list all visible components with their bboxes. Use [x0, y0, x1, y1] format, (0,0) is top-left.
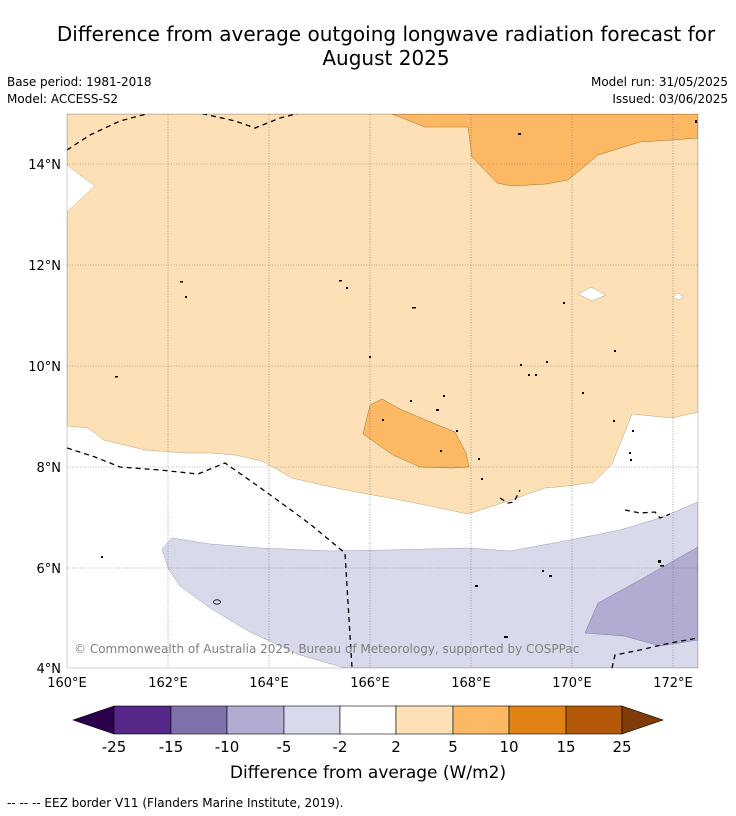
- eez-border-east: [611, 637, 698, 668]
- eez-border-west: [67, 447, 353, 668]
- meta-left: Base period: 1981-2018 Model: ACCESS-S2: [7, 74, 152, 108]
- colorbar-low-extension: [72, 705, 115, 735]
- meta-right: Model run: 31/05/2025 Issued: 03/06/2025: [591, 74, 728, 108]
- neutral-blob-2: [672, 292, 685, 301]
- lon-label: 172°E: [653, 676, 693, 691]
- colorbar-tick: 5: [448, 738, 458, 756]
- base-period: Base period: 1981-2018: [7, 75, 152, 89]
- eez-border-south: [499, 489, 521, 504]
- lon-label: 160°E: [47, 676, 87, 691]
- colorbar-title: Difference from average (W/m2): [230, 763, 506, 783]
- chart-title: Difference from average outgoing longwav…: [0, 22, 736, 70]
- colorbar-bin: [565, 705, 623, 735]
- colorbar-tick: -2: [333, 738, 348, 756]
- lon-label: 162°E: [148, 676, 188, 691]
- region-minus5-to-minus10: [584, 546, 698, 647]
- title-line-2: August 2025: [322, 46, 450, 70]
- colorbar-high-extension: [621, 705, 664, 735]
- colorbar-tick: -15: [159, 738, 184, 756]
- colorbar-tick: -25: [102, 738, 127, 756]
- colorbar-bin: [226, 705, 285, 735]
- region-5-to-10-center: [362, 398, 470, 469]
- colorbar-bin: [339, 705, 397, 735]
- lat-label: 6°N: [37, 562, 62, 577]
- colorbar-bin: [508, 705, 567, 735]
- issued-date: Issued: 03/06/2025: [612, 92, 728, 106]
- copyright-text: © Commonwealth of Australia 2025, Bureau…: [74, 642, 579, 656]
- region-5-to-10-north: [391, 114, 698, 187]
- colorbar-tick: -5: [277, 738, 292, 756]
- lon-label: 168°E: [451, 676, 491, 691]
- neutral-blob-1: [577, 286, 607, 302]
- colorbar-bin: [452, 705, 510, 735]
- islands: [101, 120, 697, 638]
- lat-labels: 14°N 12°N 10°N 8°N 6°N 4°N: [28, 158, 61, 677]
- model-name: Model: ACCESS-S2: [7, 92, 119, 106]
- lat-label: 10°N: [28, 360, 61, 375]
- colorbar-tick: 2: [391, 738, 401, 756]
- region-minus2-to-minus5: [161, 501, 698, 668]
- map-frame: [66, 113, 699, 669]
- lat-label: 8°N: [37, 461, 62, 476]
- lat-label: 12°N: [28, 259, 61, 274]
- colorbar: [72, 705, 664, 735]
- colorbar-tick: 15: [556, 738, 575, 756]
- colorbar-tick: 10: [499, 738, 518, 756]
- lat-label: 14°N: [28, 158, 61, 173]
- colorbar-bin: [283, 705, 341, 735]
- lon-labels: 160°E 162°E 164°E 166°E 168°E 170°E 172°…: [47, 676, 693, 691]
- eez-borders: [67, 114, 698, 668]
- region-2-to-5: [67, 114, 698, 515]
- lat-label: 4°N: [37, 662, 62, 677]
- map-area: © Commonwealth of Australia 2025, Bureau…: [67, 114, 698, 668]
- colorbar-tick: 25: [612, 738, 631, 756]
- eez-border-fragment-east: [624, 509, 671, 519]
- colorbar-ticks: -25 -15 -10 -5 -2 2 5 10 15 25: [102, 738, 632, 756]
- title-line-1: Difference from average outgoing longwav…: [56, 22, 716, 46]
- colorbar-bin: [395, 705, 454, 735]
- island-outline: [213, 599, 221, 605]
- colorbar-bin: [170, 705, 228, 735]
- colorbar-bin: [113, 705, 172, 735]
- eez-border-north: [67, 114, 299, 151]
- footnote-eez: -- -- -- EEZ border V11 (Flanders Marine…: [7, 796, 344, 810]
- model-run: Model run: 31/05/2025: [590, 75, 728, 89]
- lon-label: 164°E: [249, 676, 289, 691]
- lon-label: 170°E: [552, 676, 592, 691]
- graticule: [67, 114, 698, 668]
- lon-label: 166°E: [350, 676, 390, 691]
- colorbar-tick: -10: [215, 738, 240, 756]
